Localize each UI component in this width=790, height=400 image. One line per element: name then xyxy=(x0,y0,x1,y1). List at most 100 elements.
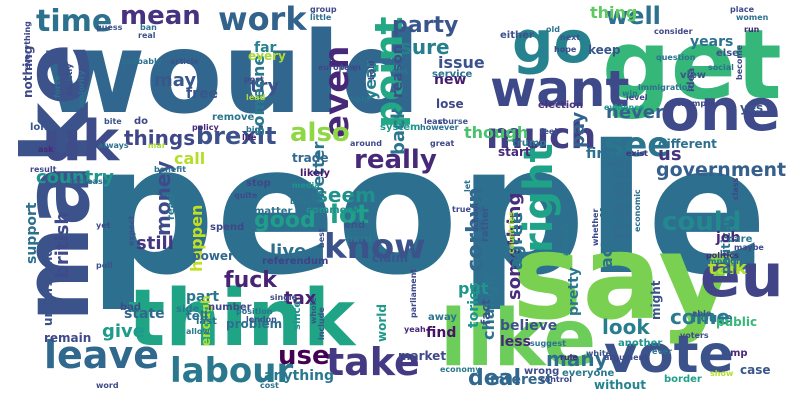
word-think: think xyxy=(128,274,357,364)
word-stop: stop xyxy=(246,178,271,189)
word-single: single xyxy=(270,293,298,302)
word-true: true xyxy=(452,205,471,214)
word-long: long xyxy=(30,122,55,133)
word-article: article xyxy=(170,57,199,66)
word-tell: tell xyxy=(186,309,208,323)
word-real: real xyxy=(138,31,156,40)
word-best: best xyxy=(317,228,326,248)
word-probably: probably xyxy=(122,57,163,66)
word-vote: vote xyxy=(604,325,734,385)
word-likely: likely xyxy=(300,168,330,179)
word-market: market xyxy=(398,349,446,363)
word-let: let xyxy=(463,180,472,192)
word-good: good xyxy=(254,208,316,233)
word-even: even xyxy=(317,46,357,139)
word-money: money xyxy=(151,161,175,236)
word-find: find xyxy=(426,325,456,341)
word-enough: enough xyxy=(199,295,213,346)
word-agree: agree xyxy=(506,212,527,270)
word-quite: quite xyxy=(234,191,258,200)
word-interest: interest xyxy=(490,372,553,388)
word-win: win xyxy=(622,89,638,98)
word-consider: consider xyxy=(654,27,693,36)
word-leave: leave xyxy=(44,333,159,377)
word-exist: exist xyxy=(626,149,648,158)
word-become: become xyxy=(735,44,744,80)
word-either: either xyxy=(500,30,534,41)
word-however: however xyxy=(420,123,459,132)
word-mp: mp xyxy=(730,348,748,359)
word-labour: labour xyxy=(170,351,293,391)
word-big: big xyxy=(246,125,260,134)
word-else: else xyxy=(716,48,739,59)
word-side: side xyxy=(176,304,200,315)
word-course: course xyxy=(438,117,469,126)
word-rule: rule xyxy=(560,353,578,362)
word-fact: fact xyxy=(479,299,493,325)
word-better: better xyxy=(309,142,328,198)
word-view: view xyxy=(680,70,706,81)
word-system: system xyxy=(380,122,420,133)
word-little: little xyxy=(310,13,332,22)
word-suggest: suggest xyxy=(530,339,566,348)
word-place: place xyxy=(730,5,755,14)
word-deal: deal xyxy=(468,366,521,391)
word-yeah: yeah xyxy=(404,325,426,334)
word-media: media xyxy=(292,181,320,190)
word-eu: eu xyxy=(700,241,783,311)
word-white: white xyxy=(586,349,612,358)
word-expect: expect xyxy=(127,216,136,246)
word-use: use xyxy=(278,341,330,371)
word-show: show xyxy=(710,369,734,378)
word-fuck: fuck xyxy=(224,268,278,293)
word-one: one xyxy=(660,76,780,144)
word-right: right xyxy=(516,143,562,253)
word-something: something xyxy=(504,193,525,300)
word-free: free xyxy=(186,86,218,102)
word-live: live xyxy=(270,241,306,262)
word-year: year xyxy=(361,60,380,100)
word-go: go xyxy=(512,8,593,76)
word-house: house xyxy=(692,311,733,325)
word-benefit: benefit xyxy=(154,165,186,174)
word-example: example xyxy=(676,99,715,108)
word-get: get xyxy=(602,9,782,121)
word-mean: mean xyxy=(120,1,201,31)
word-rather: rather xyxy=(480,207,491,242)
word-look: look xyxy=(602,315,650,339)
word-anything: anything xyxy=(264,368,334,384)
word-able: able xyxy=(692,309,712,318)
word-corbyn: corbyn xyxy=(463,187,488,272)
word-countries: countries xyxy=(507,211,516,254)
word-away: away xyxy=(428,312,457,323)
word-feel: feel xyxy=(540,127,557,136)
word-first: first xyxy=(586,146,619,162)
word-lot: lot xyxy=(330,200,369,230)
word-word: word xyxy=(96,381,119,390)
word-least: least xyxy=(424,117,446,126)
word-tax: tax xyxy=(284,288,317,309)
word-since: since xyxy=(292,301,303,330)
word-allow: allow xyxy=(186,327,210,336)
word-whether: whether xyxy=(591,209,600,246)
word-reason: reason xyxy=(390,44,406,98)
word-immigration: immigration xyxy=(638,83,693,92)
word-maybe: maybe xyxy=(734,243,764,252)
word-keep: keep xyxy=(588,43,621,57)
word-would: would xyxy=(42,9,421,139)
word-exactly: exactly xyxy=(65,63,74,96)
word-run: run xyxy=(744,25,760,34)
word-new: new xyxy=(434,72,466,88)
word-european: european xyxy=(318,63,361,72)
word-british: british xyxy=(52,212,73,278)
word-need: need xyxy=(603,158,638,242)
word-support: support xyxy=(24,202,40,264)
word-part: part xyxy=(186,289,219,305)
word-pretty: pretty xyxy=(566,267,582,316)
word-always: always xyxy=(98,141,129,150)
word-know: know xyxy=(324,227,426,267)
word-believe: believe xyxy=(500,318,557,334)
word-political: political xyxy=(719,220,733,274)
word-trade: trade xyxy=(292,151,328,165)
